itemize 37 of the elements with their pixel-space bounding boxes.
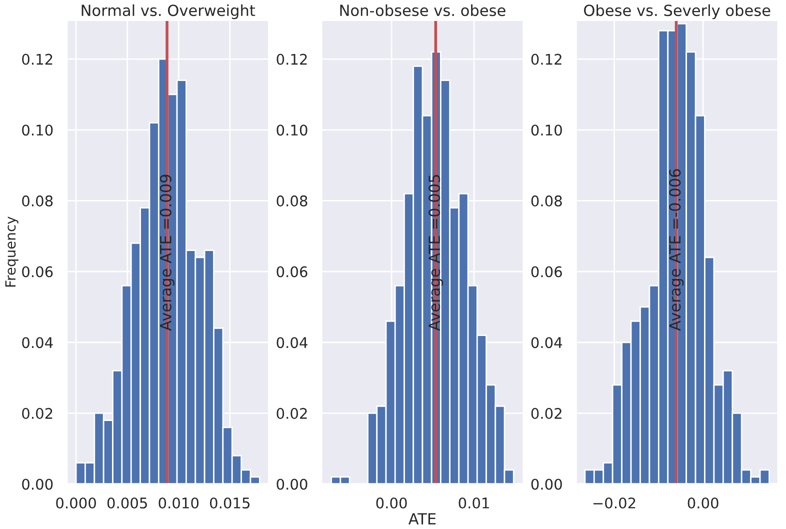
chart-title: Normal vs. Overweight — [82, 4, 256, 20]
y-tick-label: 0.02 — [276, 408, 307, 419]
y-tick-label: 0.12 — [276, 54, 307, 65]
x-tick-label: 0.00 — [688, 497, 718, 509]
x-tick-label: 0.005 — [107, 497, 147, 509]
ref-line-label: Average ATE =0.009 — [160, 174, 174, 331]
y-tick-label: 0.08 — [276, 195, 308, 206]
y-tick-label: 0.02 — [22, 408, 52, 419]
y-tick-label: 0.10 — [22, 124, 53, 136]
chart-title: Obese vs. Severly obese — [584, 4, 770, 20]
y-tick-label: 0.02 — [531, 408, 562, 419]
ref-line-label: Average ATE =-0.006 — [669, 169, 684, 331]
y-tick-label: 0.06 — [531, 266, 562, 278]
y-axis-title: Frequency — [5, 216, 18, 287]
ref-line-label: Average ATE =0.005 — [428, 175, 444, 331]
y-tick-label: 0.10 — [276, 124, 308, 136]
x-tick-label: 0.01 — [458, 497, 489, 509]
x-axis-title: ATE — [408, 513, 436, 524]
y-tick-label: 0.00 — [22, 478, 53, 490]
y-tick-label: 0.10 — [531, 124, 562, 136]
y-tick-label: 0.04 — [22, 337, 53, 348]
x-tick-label: 0.010 — [158, 497, 199, 509]
y-tick-label: 0.12 — [531, 54, 562, 65]
x-tick-label: 0.00 — [376, 497, 407, 509]
y-tick-label: 0.04 — [531, 337, 562, 348]
y-tick-label: 0.08 — [531, 195, 562, 206]
chart-title: Non-obsese vs. obese — [340, 4, 506, 16]
y-tick-label: 0.00 — [276, 478, 308, 490]
y-tick-label: 0.12 — [22, 54, 52, 65]
x-tick-label: 0.000 — [56, 497, 96, 509]
y-tick-label: 0.00 — [531, 478, 562, 490]
x-tick-label: 0.015 — [210, 497, 250, 509]
y-tick-label: 0.08 — [22, 195, 53, 206]
x-tick-label: −0.02 — [593, 497, 636, 509]
y-tick-label: 0.06 — [22, 266, 53, 278]
y-tick-label: 0.04 — [276, 337, 308, 348]
y-tick-label: 0.06 — [276, 266, 308, 278]
